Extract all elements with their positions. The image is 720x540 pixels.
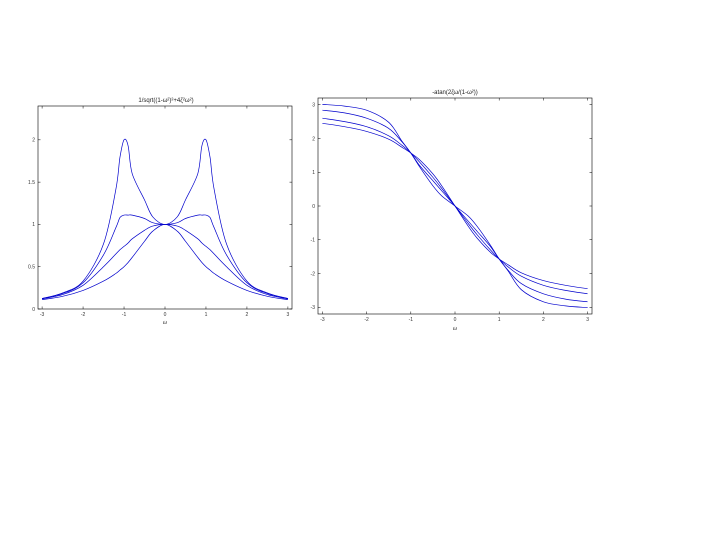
x-tick-label: -2 [364, 317, 369, 323]
series-lines [42, 138, 288, 301]
x-tick-label: 2 [246, 312, 249, 318]
y-tick-label: 3 [312, 103, 315, 109]
x-tick-label: 1 [498, 317, 501, 323]
series-line-1 [42, 138, 288, 299]
series-line-4 [42, 224, 288, 301]
chart-title: 1/sqrt((1-ω²)²+4ζ²ω²) [138, 98, 193, 104]
x-axis-label: ω [453, 326, 457, 332]
y-tick-label: -1 [311, 238, 316, 244]
x-tick-label: -2 [81, 312, 86, 318]
y-tick-label: 1.5 [28, 180, 35, 186]
x-tick-label: -1 [409, 317, 414, 323]
series-line-4 [322, 122, 588, 290]
ticks: -3 -2 -1 0 1 2 3 0 0.5 1 1.5 2 [28, 106, 292, 318]
x-tick-label: 3 [586, 317, 589, 323]
x-tick-label: 2 [542, 317, 545, 323]
x-axis-label: ω [163, 320, 167, 326]
y-tick-label: -2 [311, 271, 316, 277]
series-line-2 [42, 214, 288, 299]
y-tick-label: 1 [312, 170, 315, 176]
chart-title: -atan(2ζω/(1-ω²)) [432, 90, 478, 96]
x-tick-label: -3 [320, 317, 325, 323]
x-tick-label: 3 [287, 312, 290, 318]
ticks: -3 -2 -1 0 1 2 3 -3 -2 -1 0 1 2 3 [311, 98, 592, 323]
x-tick-label: 0 [454, 317, 457, 323]
x-tick-label: -1 [122, 312, 127, 318]
series-line-3 [42, 224, 288, 300]
y-tick-label: 2 [32, 138, 35, 144]
y-tick-label: 2 [312, 136, 315, 142]
y-tick-label: 0 [32, 307, 35, 313]
plot-frame [37, 105, 293, 310]
phase-chart: -atan(2ζω/(1-ω²)) -3 -2 -1 0 1 2 3 -3 -2 -1 0 1 2 3 ω [311, 90, 593, 332]
x-tick-label: 0 [164, 312, 167, 318]
y-tick-label: -3 [311, 305, 316, 311]
x-tick-label: -3 [40, 312, 45, 318]
y-tick-label: 1 [32, 222, 35, 228]
series-lines [322, 104, 588, 308]
y-tick-label: 0 [312, 204, 315, 210]
magnitude-chart: 1/sqrt((1-ω²)²+4ζ²ω²) -3 -2 -1 0 1 2 3 0 0.5 1 1.5… [28, 98, 293, 326]
y-tick-label: 0.5 [28, 265, 35, 271]
x-tick-label: 1 [205, 312, 208, 318]
